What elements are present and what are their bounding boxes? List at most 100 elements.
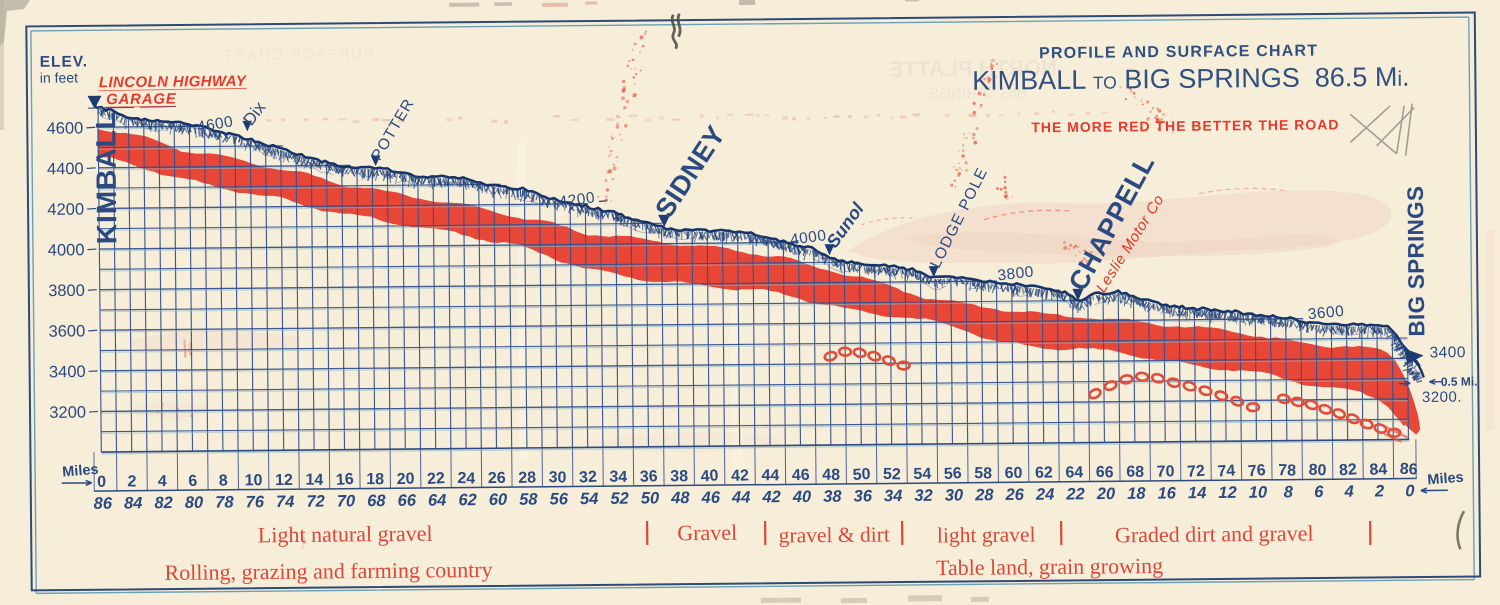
svg-text:4600: 4600: [196, 113, 235, 136]
svg-text:0: 0: [1405, 482, 1415, 500]
svg-text:0.5 Mi.: 0.5 Mi.: [1441, 375, 1478, 389]
svg-text:4000: 4000: [789, 227, 827, 249]
svg-text:18: 18: [366, 471, 384, 488]
svg-text:38: 38: [670, 468, 688, 485]
svg-text:3600: 3600: [48, 322, 85, 340]
svg-text:78: 78: [215, 493, 234, 511]
svg-text:BIG SPRINGS: BIG SPRINGS: [1403, 186, 1429, 337]
svg-text:3800: 3800: [997, 263, 1035, 284]
svg-text:70: 70: [337, 492, 356, 510]
svg-text:52: 52: [883, 466, 901, 483]
svg-text:Light natural gravel: Light natural gravel: [258, 521, 433, 548]
svg-text:in feet: in feet: [40, 69, 78, 85]
svg-text:58: 58: [974, 465, 992, 483]
svg-text:16: 16: [335, 471, 354, 489]
svg-text:14: 14: [305, 471, 323, 488]
svg-text:58: 58: [519, 491, 538, 509]
svg-text:60: 60: [489, 491, 508, 509]
svg-text:56: 56: [550, 490, 569, 508]
svg-text:Rolling, grazing and farming c: Rolling, grazing and farming country: [164, 557, 492, 585]
svg-text:6: 6: [188, 473, 198, 490]
svg-text:76: 76: [1247, 462, 1266, 480]
svg-text:44: 44: [761, 467, 779, 484]
svg-text:16: 16: [1157, 484, 1176, 502]
svg-text:3200.: 3200.: [1422, 389, 1462, 406]
svg-text:LINCOLN HIGHWAY: LINCOLN HIGHWAY: [99, 73, 248, 91]
svg-text:3200: 3200: [49, 404, 86, 422]
svg-text:80: 80: [1308, 462, 1327, 480]
svg-text:2: 2: [1374, 482, 1384, 500]
svg-text:8: 8: [1284, 483, 1294, 501]
svg-text:66: 66: [398, 492, 417, 510]
svg-text:THE MORE RED THE BETTER THE RO: THE MORE RED THE BETTER THE ROAD: [1031, 116, 1339, 135]
svg-text:4400: 4400: [47, 160, 84, 178]
svg-text:52: 52: [610, 490, 629, 508]
svg-text:80: 80: [185, 494, 204, 512]
svg-text:62: 62: [458, 491, 477, 509]
svg-text:84: 84: [1369, 461, 1387, 479]
svg-text:Miles: Miles: [62, 462, 99, 481]
svg-text:2: 2: [127, 473, 137, 490]
svg-text:Table land, grain growing: Table land, grain growing: [936, 553, 1163, 580]
svg-text:86: 86: [94, 495, 113, 513]
svg-text:38: 38: [823, 488, 842, 506]
svg-text:18: 18: [1127, 485, 1146, 503]
svg-text:36: 36: [640, 468, 658, 486]
svg-text:12: 12: [275, 472, 293, 489]
svg-text:PROFILE AND SURFACE CHART: PROFILE AND SURFACE CHART: [1039, 43, 1318, 63]
svg-text:26: 26: [488, 470, 506, 487]
svg-text:20: 20: [396, 471, 414, 489]
svg-text:10: 10: [1249, 484, 1268, 502]
svg-text:BIG SPRINGS: BIG SPRINGS: [929, 84, 1027, 102]
svg-text:72: 72: [306, 493, 325, 511]
svg-text:Miles: Miles: [1427, 470, 1464, 489]
svg-text:76: 76: [246, 493, 265, 511]
svg-text:70: 70: [1156, 463, 1174, 481]
svg-text:74: 74: [1217, 462, 1236, 480]
svg-text:42: 42: [731, 467, 749, 484]
svg-text:Graded dirt and gravel: Graded dirt and gravel: [1115, 521, 1314, 548]
svg-text:3600: 3600: [1307, 303, 1345, 323]
svg-text:40: 40: [700, 467, 719, 485]
svg-text:46: 46: [701, 489, 721, 507]
svg-text:68: 68: [367, 492, 386, 510]
svg-text:42: 42: [761, 488, 781, 506]
svg-text:30: 30: [548, 469, 566, 487]
svg-text:14: 14: [1188, 484, 1207, 502]
svg-text:60: 60: [1004, 465, 1022, 482]
svg-text:gravel & dirt: gravel & dirt: [779, 522, 890, 547]
svg-text:46: 46: [792, 467, 810, 485]
svg-text:64: 64: [1065, 464, 1083, 481]
svg-text:78: 78: [1278, 462, 1296, 480]
svg-text:82: 82: [154, 494, 173, 512]
svg-text:4: 4: [1343, 483, 1353, 501]
svg-text:28: 28: [518, 469, 536, 486]
svg-text:50: 50: [852, 466, 871, 484]
svg-text:64: 64: [428, 491, 447, 509]
svg-text:6: 6: [1314, 483, 1324, 501]
svg-text:ELEV.: ELEV.: [40, 53, 89, 70]
svg-text:SURFACE CHART: SURFACE CHART: [221, 46, 374, 64]
svg-text:48: 48: [670, 489, 690, 507]
svg-text:22: 22: [1065, 485, 1085, 503]
svg-text:86: 86: [1399, 461, 1418, 479]
svg-text:10: 10: [245, 472, 263, 489]
svg-text:NORTH PLATTE: NORTH PLATTE: [889, 55, 1057, 82]
svg-text:light gravel: light gravel: [937, 522, 1036, 547]
svg-text:66: 66: [1095, 464, 1114, 482]
svg-text:32: 32: [579, 469, 598, 487]
svg-text:12: 12: [1218, 484, 1237, 502]
svg-text:54: 54: [580, 490, 599, 508]
svg-text:4: 4: [157, 473, 167, 490]
svg-text:30: 30: [945, 486, 964, 504]
svg-text:40: 40: [792, 488, 812, 506]
svg-text:3400: 3400: [1429, 344, 1466, 361]
svg-text:3400: 3400: [49, 363, 86, 381]
svg-text:62: 62: [1035, 464, 1053, 481]
svg-text:54: 54: [913, 466, 931, 483]
svg-text:84: 84: [124, 494, 143, 512]
svg-text:24: 24: [457, 470, 476, 488]
svg-text:4200: 4200: [558, 189, 596, 211]
svg-text:4000: 4000: [48, 241, 85, 259]
svg-text:GARAGE: GARAGE: [106, 90, 177, 108]
